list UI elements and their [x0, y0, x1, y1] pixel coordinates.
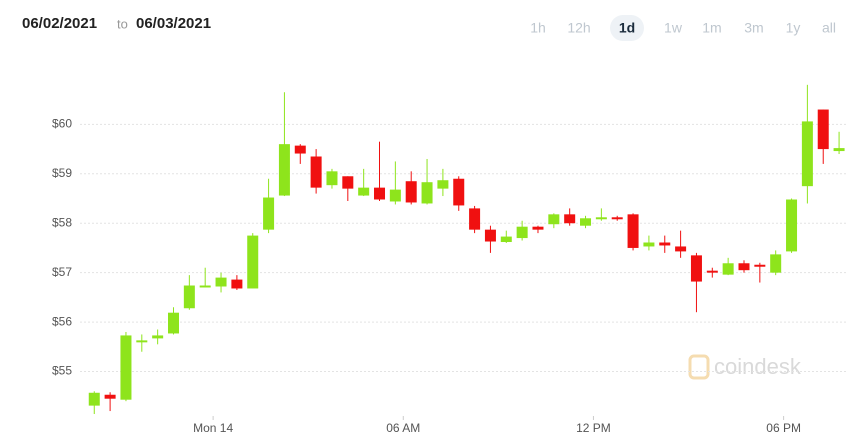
candle-body [801, 121, 813, 187]
candle-body [770, 254, 782, 273]
candle-body [659, 242, 671, 246]
range-button[interactable]: 3m [744, 20, 763, 36]
candle-body [453, 178, 465, 206]
candle-body [817, 109, 829, 150]
candle-body [231, 279, 243, 289]
candle-body [342, 176, 354, 189]
candle-body [310, 156, 322, 188]
candle-body [263, 197, 275, 230]
watermark: coindesk [688, 354, 802, 380]
candle-body [643, 242, 655, 247]
candle-body [294, 145, 306, 154]
candle-body [199, 285, 211, 288]
candle-body [722, 263, 734, 275]
candle-body [215, 277, 227, 287]
date-separator: to [117, 16, 128, 31]
candle-body [278, 144, 290, 196]
candle-body [595, 217, 607, 220]
watermark-icon [688, 354, 710, 380]
candle-body [88, 392, 100, 406]
candle-body [500, 236, 512, 243]
date-to: 06/03/2021 [136, 15, 211, 32]
x-tick-label: 06 PM [766, 421, 801, 435]
candle-body [484, 229, 496, 242]
x-tick-label: Mon 14 [193, 421, 233, 435]
candle-body [152, 335, 164, 339]
date-from: 06/02/2021 [22, 15, 97, 32]
candle-body [104, 394, 116, 399]
candle-body [690, 255, 702, 282]
y-tick-label: $58 [52, 215, 72, 229]
candle-body [532, 226, 544, 230]
y-tick-label: $55 [52, 364, 72, 378]
candle-body [374, 187, 386, 200]
candle-body [627, 214, 639, 248]
x-tick-label: 12 PM [576, 421, 611, 435]
range-button[interactable]: 1y [786, 20, 801, 36]
candle-body [405, 181, 417, 203]
candle-body [421, 182, 433, 204]
candle-body [326, 171, 338, 186]
x-tick-label: 06 AM [386, 421, 420, 435]
candle-body [738, 263, 750, 271]
candle-body [580, 218, 592, 226]
y-tick-label: $56 [52, 314, 72, 328]
range-selected-bg [610, 15, 644, 41]
candle-body [136, 340, 148, 343]
candle-body [389, 189, 401, 202]
candle-body [120, 335, 132, 400]
watermark-text: coindesk [714, 354, 802, 379]
candle-body [548, 214, 560, 225]
range-button[interactable]: 1h [530, 20, 546, 36]
candle-body [675, 246, 687, 252]
range-button[interactable]: 1d [619, 20, 635, 36]
y-tick-label: $59 [52, 166, 72, 180]
candle-body [469, 208, 481, 230]
candle-body [437, 180, 449, 189]
candle-body [183, 285, 195, 309]
candle-body [833, 148, 845, 152]
candle-body [167, 312, 179, 334]
candle-body [754, 264, 766, 267]
range-button[interactable]: 1w [664, 20, 683, 36]
range-button[interactable]: all [822, 20, 836, 36]
range-button[interactable]: 1m [702, 20, 721, 36]
range-button[interactable]: 12h [567, 20, 590, 36]
candle-body [247, 235, 259, 289]
y-tick-label: $60 [52, 117, 72, 131]
candle-body [786, 199, 798, 252]
y-tick-label: $57 [52, 265, 72, 279]
candle-body [706, 270, 718, 273]
candle-body [516, 226, 528, 239]
candle-body [358, 187, 370, 196]
candle-body [611, 217, 623, 220]
candle-body [564, 214, 576, 224]
